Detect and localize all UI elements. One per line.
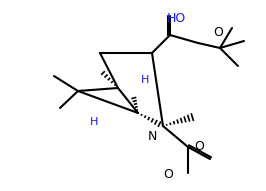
Text: H: H	[90, 117, 98, 127]
Text: O: O	[213, 26, 223, 39]
Text: O: O	[194, 141, 204, 154]
Text: H: H	[141, 75, 149, 85]
Text: HO: HO	[167, 11, 186, 24]
Text: N: N	[147, 130, 157, 143]
Text: O: O	[163, 168, 173, 181]
